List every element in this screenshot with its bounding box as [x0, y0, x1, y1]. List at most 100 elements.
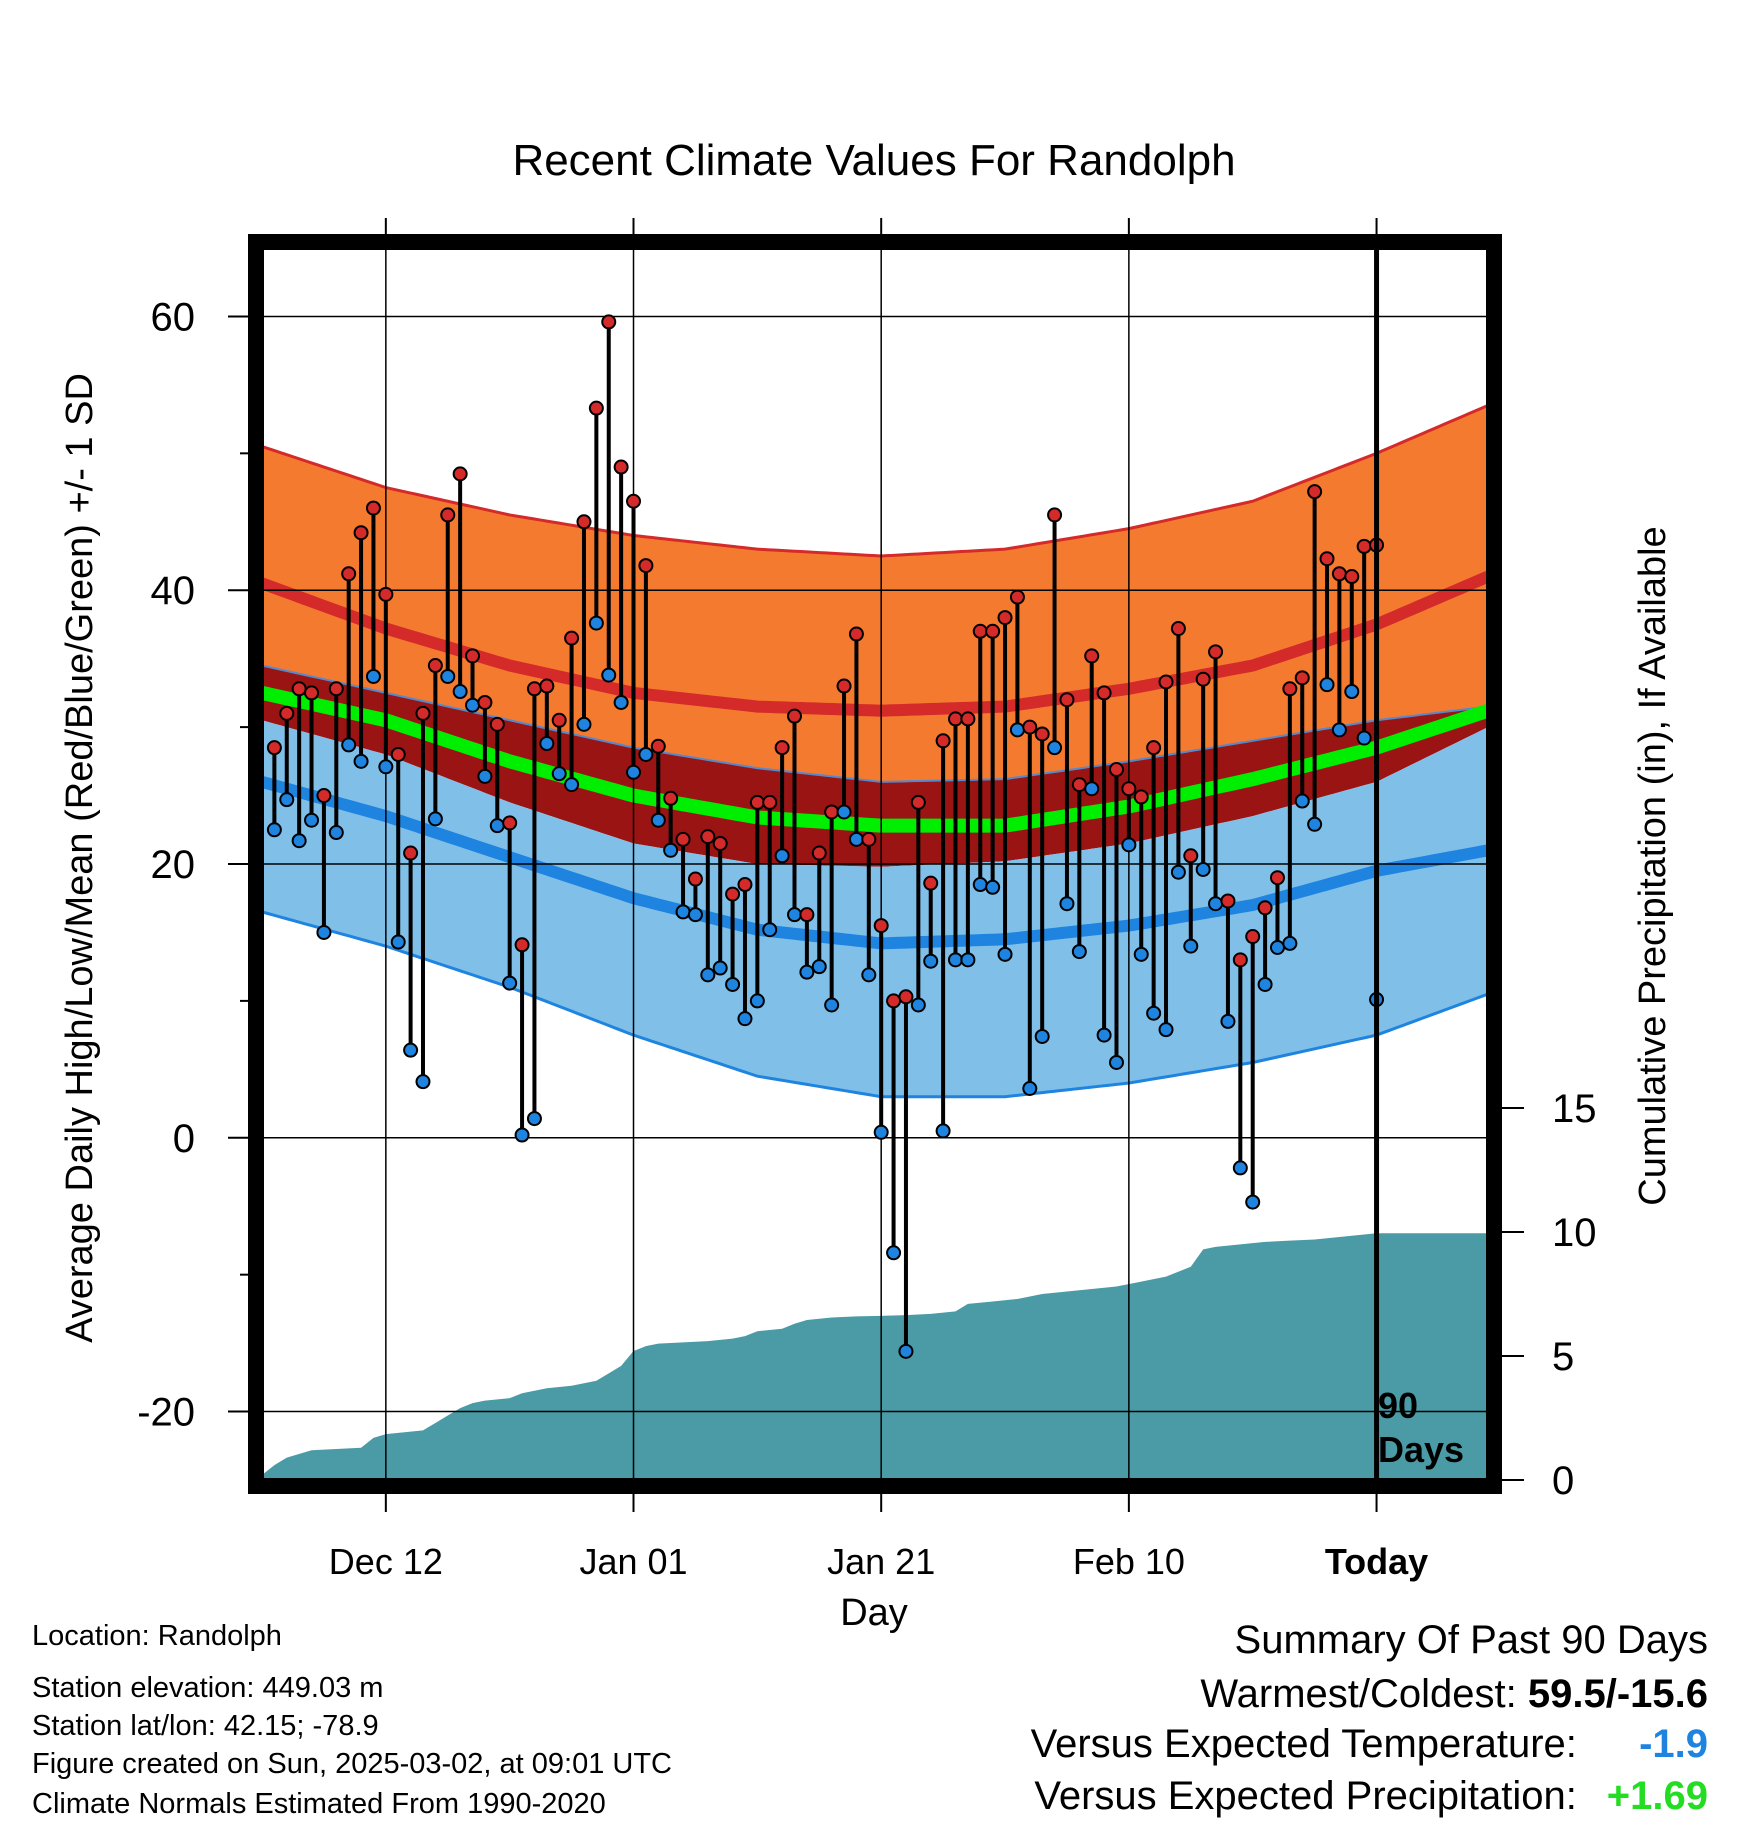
summary-temp: Versus Expected Temperature: -1.9 — [1031, 1722, 1708, 1767]
low-point — [1034, 1028, 1050, 1044]
high-point — [489, 716, 505, 732]
high-point — [935, 733, 951, 749]
low-upper-band — [262, 720, 1488, 944]
temperature-points — [266, 314, 1385, 1359]
high-point — [1059, 692, 1075, 708]
low-point — [811, 959, 827, 975]
high-point — [762, 794, 778, 810]
high-point — [588, 400, 604, 416]
low-point — [1356, 730, 1372, 746]
high-point — [886, 993, 902, 1009]
high-point — [1084, 648, 1100, 664]
low-point — [861, 967, 877, 983]
high-point — [304, 685, 320, 701]
high-point — [1220, 893, 1236, 909]
high-point — [1294, 670, 1310, 686]
summary-warm-cold: Warmest/Coldest: 59.5/-15.6 — [1200, 1672, 1708, 1717]
y-tick-label: -20 — [137, 1391, 195, 1435]
high-point — [910, 794, 926, 810]
high-point — [947, 711, 963, 727]
chart-title: Recent Climate Values For Randolph — [512, 136, 1235, 185]
low-point — [1232, 1160, 1248, 1176]
high-point — [1071, 777, 1087, 793]
high-point — [861, 831, 877, 847]
low-point — [836, 804, 852, 820]
high-point — [1133, 789, 1149, 805]
low-point — [1096, 1027, 1112, 1043]
low-point — [378, 759, 394, 775]
high-point — [1319, 551, 1335, 567]
low-point — [626, 764, 642, 780]
low-point — [316, 924, 332, 940]
temp-delta-label: Versus Expected Temperature: — [1030, 1722, 1577, 1766]
low-point — [440, 668, 456, 684]
high-point — [1183, 848, 1199, 864]
low-point — [353, 753, 369, 769]
high-point — [1146, 740, 1162, 756]
temperature-stems — [272, 321, 1379, 1352]
y2-tick-label: 5 — [1552, 1335, 1574, 1379]
low-point — [749, 993, 765, 1009]
low-point — [328, 825, 344, 841]
high-point — [749, 794, 765, 810]
precipitation-area — [262, 1233, 1488, 1480]
low-point — [960, 952, 976, 968]
plot-frame — [248, 234, 1502, 1494]
high-point — [997, 610, 1013, 626]
precip-delta-label: Versus Expected Precipitation: — [1034, 1774, 1577, 1818]
low-point — [1245, 1194, 1261, 1210]
normals-text: Climate Normals Estimated From 1990-2020 — [32, 1788, 606, 1820]
warm-cold-value: 59.5/-15.6 — [1527, 1672, 1708, 1716]
low-point — [1220, 1013, 1236, 1029]
high-point — [427, 658, 443, 674]
high-point — [502, 815, 518, 831]
low-point — [365, 668, 381, 684]
high-point — [1170, 621, 1186, 637]
y-tick-label: 20 — [151, 843, 196, 887]
low-point — [477, 768, 493, 784]
low-point — [1195, 861, 1211, 877]
low-point — [341, 737, 357, 753]
high-point — [1096, 685, 1112, 701]
mean-band — [262, 665, 1488, 867]
high-point — [1195, 671, 1211, 687]
low-point — [1158, 1022, 1174, 1038]
low-point — [452, 684, 468, 700]
high-point — [403, 845, 419, 861]
high-point — [737, 877, 753, 893]
location-text: Location: Randolph — [32, 1620, 282, 1652]
mean-upper-line — [261, 664, 1489, 783]
high-point — [440, 507, 456, 523]
high-point — [873, 918, 889, 934]
low-point — [663, 842, 679, 858]
precip-area — [262, 1233, 1488, 1480]
high-point — [923, 875, 939, 891]
x-axis-label: Day — [840, 1592, 908, 1634]
low-point — [1344, 684, 1360, 700]
x-tick-label: Feb 10 — [1073, 1541, 1185, 1582]
low-point — [687, 907, 703, 923]
high-point — [526, 681, 542, 697]
low-point — [1307, 816, 1323, 832]
low-point — [886, 1245, 902, 1261]
high-point — [638, 558, 654, 574]
y-tick-label: 40 — [151, 569, 196, 613]
low-point — [465, 697, 481, 713]
today-label-line: 90 — [1378, 1385, 1418, 1426]
high-point — [663, 790, 679, 806]
low-point — [923, 953, 939, 969]
high-point — [799, 907, 815, 923]
high-point — [960, 711, 976, 727]
today-label-line: Days — [1378, 1429, 1464, 1470]
high-point — [1108, 762, 1124, 778]
high-point — [452, 466, 468, 482]
low-point — [291, 833, 307, 849]
low-point — [539, 736, 555, 752]
high-point — [576, 514, 592, 530]
low-point — [526, 1111, 542, 1127]
y-tick-label: 60 — [151, 295, 196, 339]
low-point — [774, 848, 790, 864]
low-point — [898, 1343, 914, 1359]
low-point — [947, 952, 963, 968]
low-point — [848, 831, 864, 847]
